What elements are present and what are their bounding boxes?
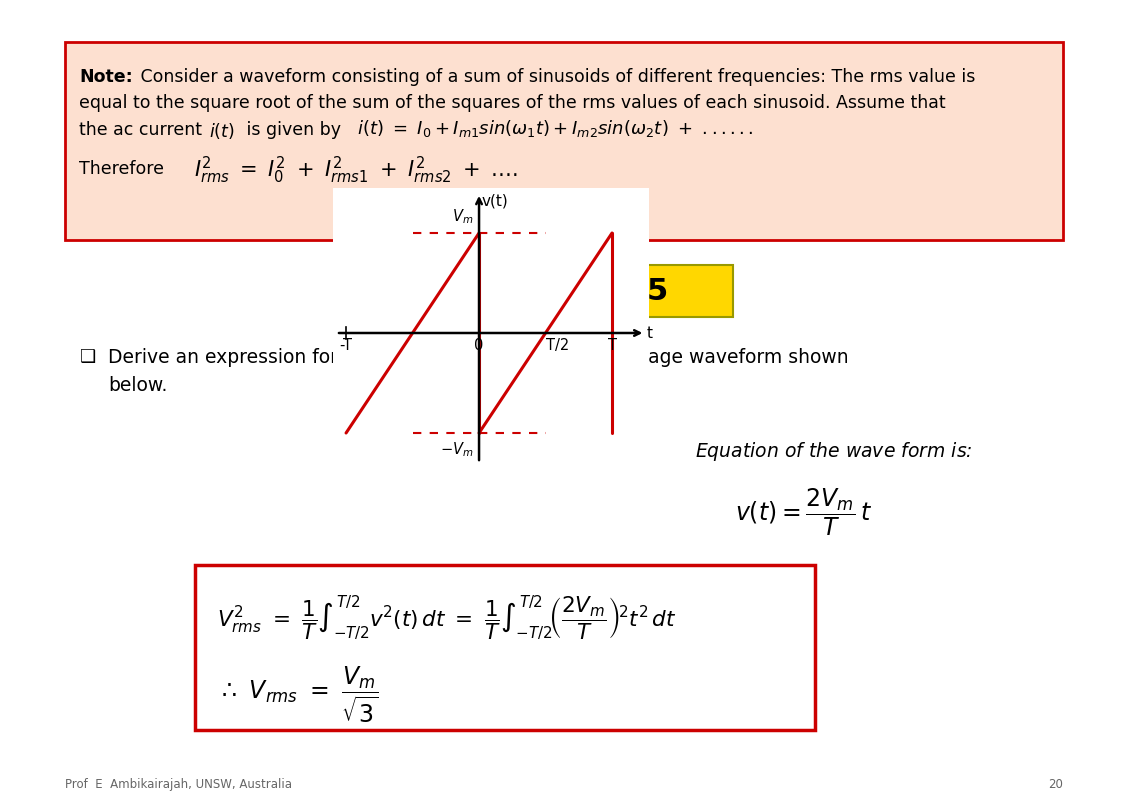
Text: Example 1.5: Example 1.5: [458, 277, 668, 306]
Text: equal to the square root of the sum of the squares of the rms values of each sin: equal to the square root of the sum of t…: [79, 94, 945, 112]
Text: ❑: ❑: [80, 348, 96, 366]
Text: $i(t)$: $i(t)$: [209, 121, 235, 141]
Text: $\it{Equation\ of\ the\ wave\ form\ is}$:: $\it{Equation\ of\ the\ wave\ form\ is}$…: [695, 440, 972, 463]
Text: the ac current: the ac current: [79, 121, 213, 139]
Text: Therefore: Therefore: [79, 160, 164, 178]
Text: T: T: [608, 338, 617, 353]
Text: 0: 0: [475, 338, 484, 353]
Text: $-V_m$: $-V_m$: [440, 440, 474, 458]
Text: v(t): v(t): [482, 193, 509, 208]
Text: Derive an expression for the rms value of a sawtooth voltage waveform shown: Derive an expression for the rms value o…: [108, 348, 848, 367]
Text: is given by: is given by: [241, 121, 358, 139]
Text: $\therefore\ V_{rms}\ =\ \dfrac{V_m}{\sqrt{3}}$: $\therefore\ V_{rms}\ =\ \dfrac{V_m}{\sq…: [217, 665, 378, 725]
Text: $I^2_{rms}\ =\ I^2_0\ +\ I^2_{rms1}\ +\ I^2_{rms2}\ +\ \ldots.$: $I^2_{rms}\ =\ I^2_0\ +\ I^2_{rms1}\ +\ …: [194, 155, 518, 186]
FancyBboxPatch shape: [393, 265, 733, 317]
Text: $i(t)\ =\ I_0 + I_{m1}sin(\omega_1 t) + I_{m2}sin(\omega_2 t)\ +\ ......$: $i(t)\ =\ I_0 + I_{m1}sin(\omega_1 t) + …: [356, 118, 754, 139]
Text: 20: 20: [1048, 778, 1063, 791]
Text: $v(t) = \dfrac{2V_m}{T}\,t$: $v(t) = \dfrac{2V_m}{T}\,t$: [735, 486, 872, 538]
Text: $V_m$: $V_m$: [452, 207, 474, 226]
FancyBboxPatch shape: [195, 565, 816, 730]
Text: Note:: Note:: [79, 68, 133, 86]
Text: t: t: [646, 326, 653, 341]
Text: Consider a waveform consisting of a sum of sinusoids of different frequencies: T: Consider a waveform consisting of a sum …: [135, 68, 976, 86]
Text: -T: -T: [340, 338, 353, 353]
Text: Prof  E  Ambikairajah, UNSW, Australia: Prof E Ambikairajah, UNSW, Australia: [65, 778, 292, 791]
Text: below.: below.: [108, 376, 167, 395]
FancyBboxPatch shape: [65, 42, 1063, 240]
Text: $V^2_{rms}\ =\ \dfrac{1}{T}\int_{-T/2}^{T/2} v^2(t)\,dt\ =\ \dfrac{1}{T}\int_{-T: $V^2_{rms}\ =\ \dfrac{1}{T}\int_{-T/2}^{…: [217, 593, 677, 642]
Text: T/2: T/2: [546, 338, 569, 353]
